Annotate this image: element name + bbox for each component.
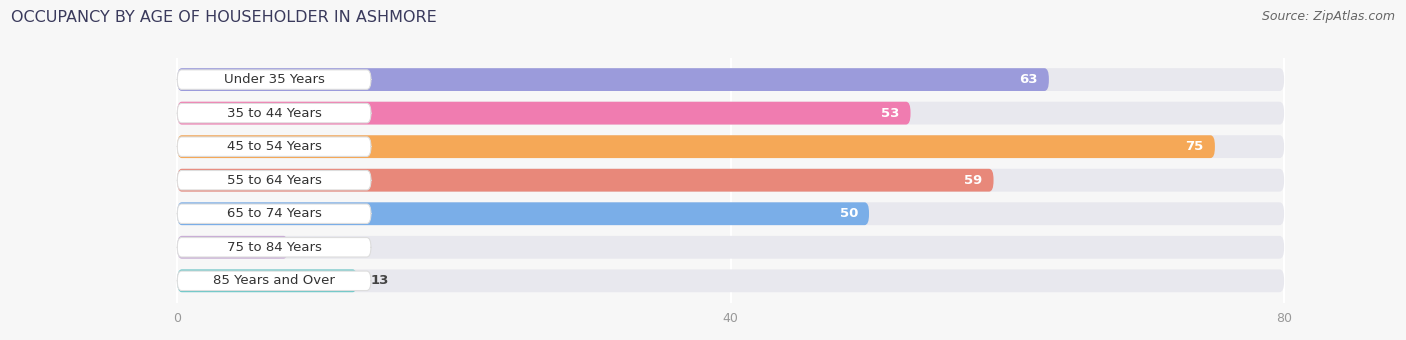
FancyBboxPatch shape bbox=[177, 236, 288, 259]
Text: OCCUPANCY BY AGE OF HOUSEHOLDER IN ASHMORE: OCCUPANCY BY AGE OF HOUSEHOLDER IN ASHMO… bbox=[11, 10, 437, 25]
Text: 55 to 64 Years: 55 to 64 Years bbox=[226, 174, 322, 187]
FancyBboxPatch shape bbox=[177, 135, 1215, 158]
Text: Source: ZipAtlas.com: Source: ZipAtlas.com bbox=[1261, 10, 1395, 23]
FancyBboxPatch shape bbox=[177, 169, 994, 192]
FancyBboxPatch shape bbox=[177, 269, 1284, 292]
Text: 63: 63 bbox=[1019, 73, 1038, 86]
Text: 13: 13 bbox=[371, 274, 389, 287]
FancyBboxPatch shape bbox=[177, 236, 1284, 259]
Text: 45 to 54 Years: 45 to 54 Years bbox=[226, 140, 322, 153]
FancyBboxPatch shape bbox=[177, 202, 1284, 225]
FancyBboxPatch shape bbox=[177, 238, 371, 257]
FancyBboxPatch shape bbox=[177, 103, 371, 123]
FancyBboxPatch shape bbox=[177, 204, 371, 223]
FancyBboxPatch shape bbox=[177, 271, 371, 290]
Text: 35 to 44 Years: 35 to 44 Years bbox=[226, 107, 322, 120]
FancyBboxPatch shape bbox=[177, 170, 371, 190]
FancyBboxPatch shape bbox=[177, 102, 1284, 124]
Text: 65 to 74 Years: 65 to 74 Years bbox=[226, 207, 322, 220]
FancyBboxPatch shape bbox=[177, 202, 869, 225]
Text: 53: 53 bbox=[882, 107, 900, 120]
FancyBboxPatch shape bbox=[177, 68, 1284, 91]
FancyBboxPatch shape bbox=[177, 70, 371, 89]
FancyBboxPatch shape bbox=[177, 102, 911, 124]
FancyBboxPatch shape bbox=[177, 135, 1284, 158]
FancyBboxPatch shape bbox=[177, 169, 1284, 192]
FancyBboxPatch shape bbox=[177, 269, 357, 292]
Text: 75 to 84 Years: 75 to 84 Years bbox=[226, 241, 322, 254]
Text: 75: 75 bbox=[1185, 140, 1204, 153]
Text: 50: 50 bbox=[839, 207, 858, 220]
Text: 85 Years and Over: 85 Years and Over bbox=[214, 274, 335, 287]
FancyBboxPatch shape bbox=[177, 68, 1049, 91]
Text: Under 35 Years: Under 35 Years bbox=[224, 73, 325, 86]
FancyBboxPatch shape bbox=[177, 137, 371, 156]
Text: 8: 8 bbox=[302, 241, 311, 254]
Text: 59: 59 bbox=[965, 174, 983, 187]
